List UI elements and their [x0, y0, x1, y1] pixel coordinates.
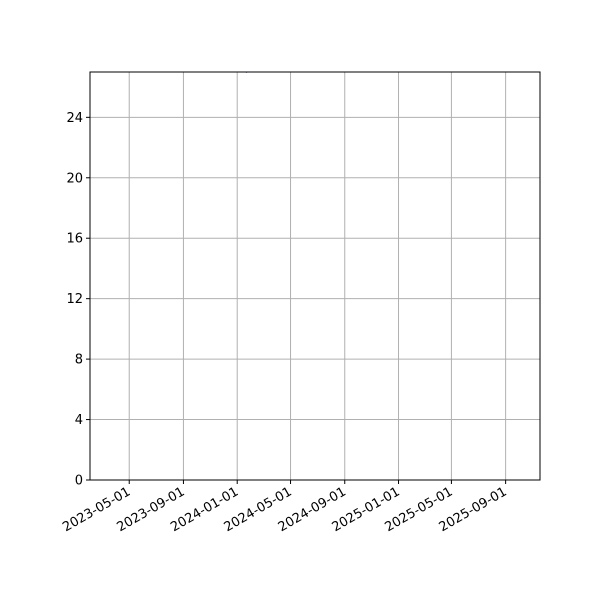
y-tick-label: 4 [75, 413, 83, 428]
y-tick-label: 0 [75, 474, 83, 489]
y-tick-label: 12 [66, 292, 83, 307]
y-tick-label: 24 [66, 111, 83, 126]
y-tick-label: 16 [66, 232, 83, 247]
y-axis: 0 4 8 12 16 20 24 [66, 111, 90, 489]
y-tick-label: 8 [75, 353, 83, 368]
grid [90, 72, 540, 481]
y-tick-label: 20 [66, 171, 83, 186]
plot-frame [89, 71, 541, 481]
